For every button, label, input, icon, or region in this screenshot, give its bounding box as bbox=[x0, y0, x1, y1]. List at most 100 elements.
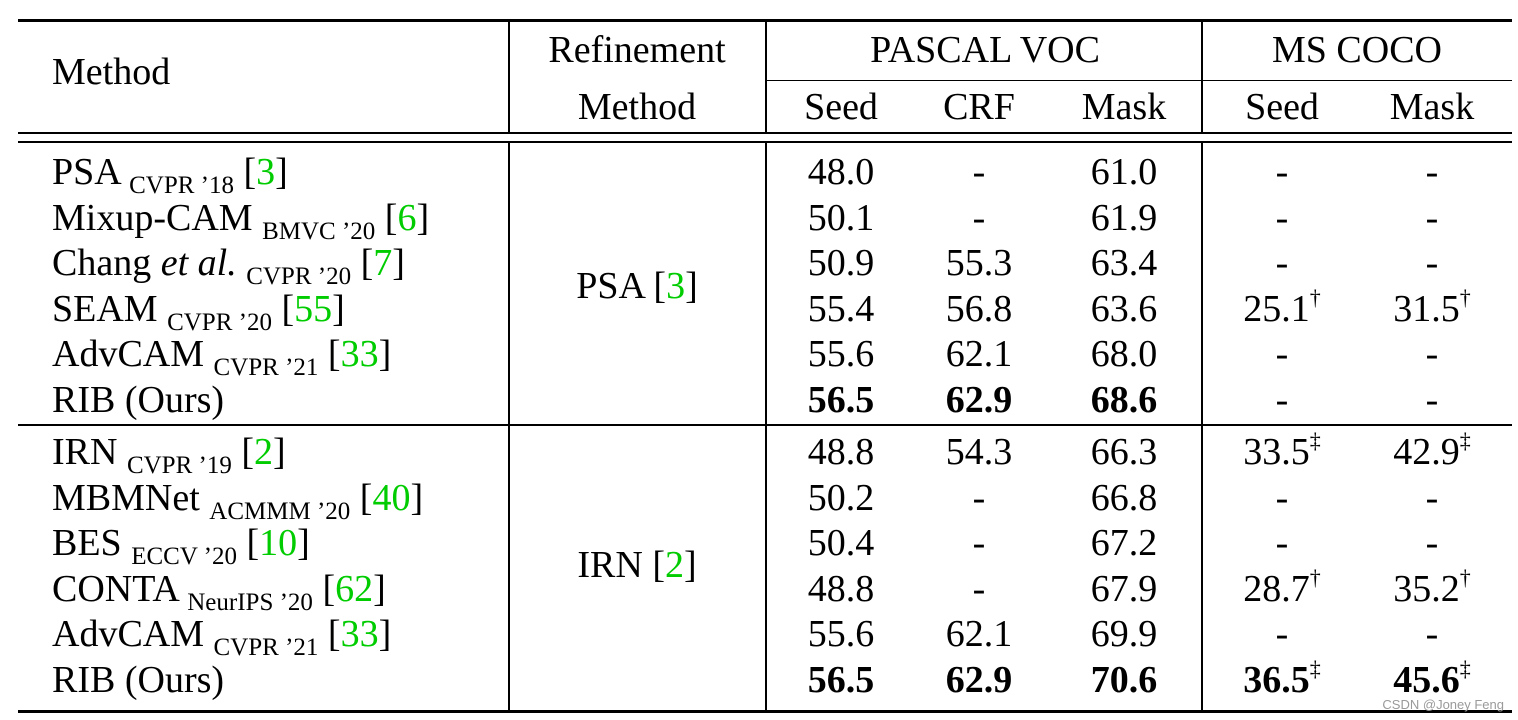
score-cell-seed: 56.5 bbox=[808, 378, 875, 422]
score-cell-seed: 50.9 bbox=[808, 241, 875, 285]
score-cell-coco-mask: 42.9‡ bbox=[1393, 428, 1471, 479]
method-cell: RIB (Ours) bbox=[52, 378, 224, 422]
score-cell-seed: 55.6 bbox=[808, 612, 875, 656]
method-name-italic: et al. bbox=[160, 242, 237, 285]
citation-link: 3 bbox=[666, 265, 686, 307]
citation-link: 7 bbox=[373, 242, 393, 285]
score-value: - bbox=[972, 151, 986, 193]
score-cell-mask: 63.6 bbox=[1091, 287, 1158, 331]
score-cell-coco-mask: - bbox=[1426, 521, 1439, 565]
score-cell-seed: 50.1 bbox=[808, 196, 875, 240]
score-cell-mask: 63.4 bbox=[1091, 241, 1158, 285]
score-value: 50.4 bbox=[807, 522, 875, 565]
score-cell-coco-seed: 28.7† bbox=[1243, 565, 1321, 616]
score-value: 61.0 bbox=[1090, 151, 1158, 193]
footnote-mark: ‡ bbox=[1309, 656, 1321, 681]
score-value: 67.9 bbox=[1090, 567, 1158, 610]
venue-label: NeurIPS ’20 bbox=[187, 588, 313, 616]
body-vline-3 bbox=[1201, 143, 1203, 710]
score-cell-mask: 66.8 bbox=[1091, 476, 1158, 520]
score-cell-coco-mask: - bbox=[1426, 332, 1439, 376]
score-cell-coco-mask: - bbox=[1426, 612, 1439, 656]
citation-link: 2 bbox=[664, 544, 684, 586]
footnote-mark: † bbox=[1459, 564, 1471, 590]
refinement-name: IRN bbox=[577, 544, 643, 586]
score-cell-crf: - bbox=[973, 567, 986, 611]
score-value: 63.6 bbox=[1090, 287, 1158, 330]
score-cell-crf: 62.9 bbox=[946, 378, 1013, 422]
score-cell-seed: 56.5 bbox=[808, 658, 875, 702]
score-value: - bbox=[1275, 613, 1289, 656]
score-value: - bbox=[1275, 196, 1289, 239]
venue-label: ECCV ’20 bbox=[131, 543, 238, 571]
method-cell: AdvCAM CVPR ’21 [33] bbox=[52, 613, 392, 662]
score-value: 63.4 bbox=[1090, 242, 1158, 285]
score-value: 45.6 bbox=[1393, 659, 1460, 701]
score-cell-seed: 50.2 bbox=[808, 476, 875, 520]
citation-link: 3 bbox=[256, 151, 276, 193]
score-cell-seed: 55.4 bbox=[808, 287, 875, 331]
score-value: - bbox=[1275, 379, 1289, 421]
score-value: 48.8 bbox=[807, 567, 875, 610]
score-cell-mask: 68.6 bbox=[1091, 378, 1158, 422]
method-name: SEAM bbox=[52, 287, 158, 330]
method-name: RIB (Ours) bbox=[52, 379, 225, 421]
method-name: CONTA bbox=[52, 567, 178, 610]
citation-link: 33 bbox=[340, 333, 379, 376]
method-cell: Mixup-CAM BMVC ’20 [6] bbox=[52, 196, 430, 245]
score-cell-seed: 48.8 bbox=[808, 567, 875, 611]
score-cell-coco-seed: - bbox=[1276, 476, 1289, 520]
score-value: 55.6 bbox=[807, 333, 875, 376]
score-cell-crf: 62.1 bbox=[946, 612, 1013, 656]
method-cell: Chang et al. CVPR ’20 [7] bbox=[52, 242, 405, 291]
score-value: 36.5 bbox=[1243, 659, 1310, 701]
venue-label: CVPR ’19 bbox=[126, 452, 232, 479]
score-value: 55.3 bbox=[945, 242, 1013, 285]
score-value: - bbox=[1425, 151, 1439, 193]
method-name: AdvCAM bbox=[52, 613, 205, 656]
score-value: 54.3 bbox=[945, 431, 1013, 473]
body-vline-1 bbox=[508, 143, 510, 710]
score-cell-mask: 61.9 bbox=[1091, 196, 1158, 240]
header-method: Method bbox=[52, 51, 171, 93]
venue-label: BMVC ’20 bbox=[262, 217, 376, 245]
score-cell-crf: - bbox=[973, 150, 986, 194]
method-name: BES bbox=[52, 522, 122, 565]
score-value: - bbox=[1275, 522, 1289, 565]
header-ms-coco: MS COCO bbox=[1272, 29, 1442, 71]
score-value: 50.1 bbox=[807, 196, 875, 239]
footnote-mark: † bbox=[1459, 284, 1471, 310]
citation-link: 40 bbox=[372, 476, 411, 519]
score-value: - bbox=[972, 567, 986, 610]
score-value: 62.1 bbox=[945, 613, 1013, 656]
header-coco-seed: Seed bbox=[1245, 86, 1319, 128]
score-cell-coco-mask: 31.5† bbox=[1393, 284, 1471, 336]
top-rule bbox=[18, 19, 1512, 22]
score-value: - bbox=[972, 476, 986, 519]
method-cell: SEAM CVPR ’20 [55] bbox=[52, 287, 345, 336]
header-refinement-method: Method bbox=[577, 86, 697, 128]
method-cell: BES ECCV ’20 [10] bbox=[52, 522, 310, 571]
score-value: - bbox=[972, 196, 986, 239]
score-cell-mask: 66.3 bbox=[1091, 430, 1158, 474]
header-double-rule-1 bbox=[18, 132, 1512, 134]
score-value: 61.9 bbox=[1090, 196, 1158, 239]
method-cell: AdvCAM CVPR ’21 [33] bbox=[52, 333, 392, 382]
header-pascal-voc: PASCAL VOC bbox=[870, 29, 1100, 71]
score-value: - bbox=[1425, 379, 1439, 421]
score-cell-mask: 67.2 bbox=[1091, 521, 1158, 565]
header-coco-mask: Mask bbox=[1389, 86, 1475, 128]
pascal-underline bbox=[767, 80, 1512, 81]
score-cell-crf: 62.1 bbox=[946, 332, 1013, 376]
score-cell-mask: 61.0 bbox=[1091, 150, 1158, 194]
score-value: 33.5 bbox=[1243, 431, 1310, 473]
score-value: - bbox=[1425, 242, 1439, 285]
score-value: 56.5 bbox=[807, 379, 875, 421]
score-value: 48.0 bbox=[807, 151, 875, 193]
score-cell-coco-seed: 36.5‡ bbox=[1243, 656, 1321, 707]
method-cell: CONTA NeurIPS ’20 [62] bbox=[52, 567, 386, 616]
score-cell-seed: 48.8 bbox=[808, 430, 875, 474]
footnote-mark: ‡ bbox=[1459, 656, 1471, 681]
score-cell-mask: 67.9 bbox=[1091, 567, 1158, 611]
venue-label: CVPR ’21 bbox=[213, 634, 319, 662]
